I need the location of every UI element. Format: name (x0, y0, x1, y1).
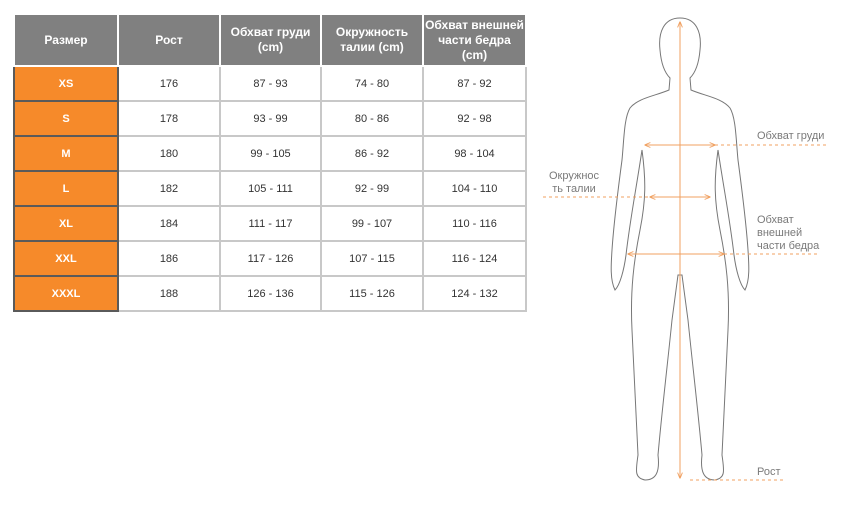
value-cell: 99 - 105 (219, 135, 322, 172)
table-row: XXL 186 117 - 126 107 - 115 116 - 124 (13, 240, 527, 277)
hip-label: Обхват внешней части бедра (757, 214, 820, 252)
table-row: M 180 99 - 105 86 - 92 98 - 104 (13, 135, 527, 172)
size-cell: XS (13, 65, 119, 102)
measure-lines (543, 22, 828, 481)
table-row: L 182 105 - 111 92 - 99 104 - 110 (13, 170, 527, 207)
value-cell: 107 - 115 (320, 240, 424, 277)
size-table: Размер Рост Обхват груди (cm) Окружность… (13, 13, 527, 312)
value-cell: 98 - 104 (422, 135, 527, 172)
header-size: Размер (13, 13, 119, 67)
value-cell: 74 - 80 (320, 65, 424, 102)
size-cell: XXXL (13, 275, 119, 312)
value-cell: 87 - 92 (422, 65, 527, 102)
value-cell: 176 (117, 65, 221, 102)
value-cell: 117 - 126 (219, 240, 322, 277)
value-cell: 105 - 111 (219, 170, 322, 207)
header-chest: Обхват груди (cm) (219, 13, 322, 67)
value-cell: 86 - 92 (320, 135, 424, 172)
value-cell: 104 - 110 (422, 170, 527, 207)
table-row: XXXL 188 126 - 136 115 - 126 124 - 132 (13, 275, 527, 312)
header-hip: Обхват внешней части бедра (cm) (422, 13, 527, 67)
value-cell: 178 (117, 100, 221, 137)
table-row: XL 184 111 - 117 99 - 107 110 - 116 (13, 205, 527, 242)
value-cell: 116 - 124 (422, 240, 527, 277)
value-cell: 180 (117, 135, 221, 172)
header-waist: Окружность талии (cm) (320, 13, 424, 67)
value-cell: 99 - 107 (320, 205, 424, 242)
value-cell: 111 - 117 (219, 205, 322, 242)
value-cell: 186 (117, 240, 221, 277)
value-cell: 92 - 98 (422, 100, 527, 137)
size-cell: S (13, 100, 119, 137)
value-cell: 126 - 136 (219, 275, 322, 312)
chest-label: Обхват груди (757, 130, 825, 142)
value-cell: 87 - 93 (219, 65, 322, 102)
table-row: S 178 93 - 99 80 - 86 92 - 98 (13, 100, 527, 137)
size-cell: XXL (13, 240, 119, 277)
value-cell: 184 (117, 205, 221, 242)
value-cell: 188 (117, 275, 221, 312)
size-cell: L (13, 170, 119, 207)
header-height: Рост (117, 13, 221, 67)
size-cell: M (13, 135, 119, 172)
value-cell: 124 - 132 (422, 275, 527, 312)
height-label: Рост (757, 466, 781, 478)
header-row: Размер Рост Обхват груди (cm) Окружность… (13, 13, 527, 67)
value-cell: 92 - 99 (320, 170, 424, 207)
value-cell: 110 - 116 (422, 205, 527, 242)
value-cell: 80 - 86 (320, 100, 424, 137)
value-cell: 182 (117, 170, 221, 207)
waist-label: Окружнос ть талии (548, 170, 600, 195)
value-cell: 115 - 126 (320, 275, 424, 312)
table-row: XS 176 87 - 93 74 - 80 87 - 92 (13, 65, 527, 102)
size-cell: XL (13, 205, 119, 242)
value-cell: 93 - 99 (219, 100, 322, 137)
